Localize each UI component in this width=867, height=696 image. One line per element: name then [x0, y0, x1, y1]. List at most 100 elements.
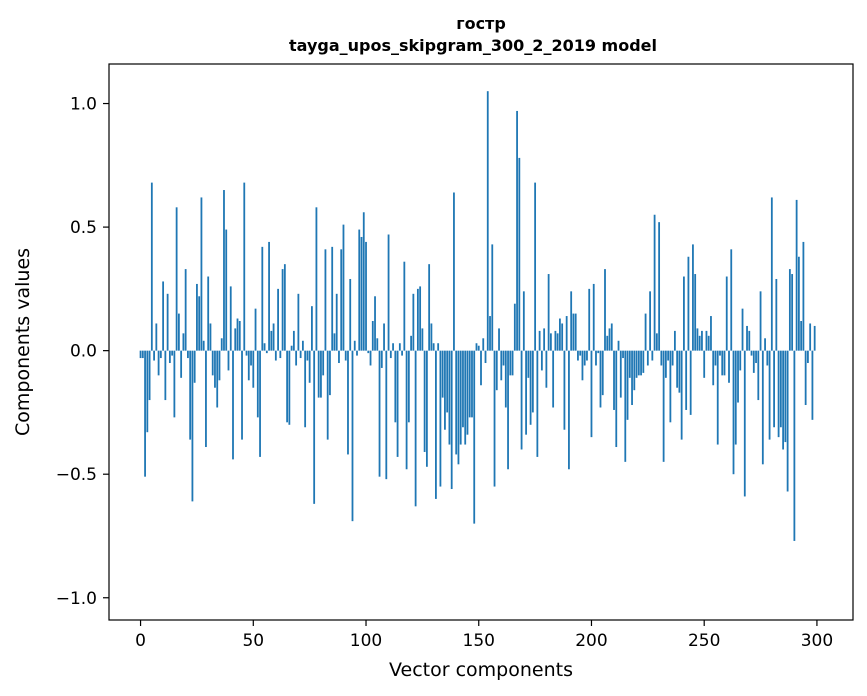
bar-162: [504, 350, 507, 408]
bar-109: [385, 350, 388, 480]
bar-175: [534, 182, 537, 351]
bar-25: [196, 283, 198, 351]
bar-82: [324, 249, 327, 351]
bar-174: [531, 350, 534, 413]
bar-265: [737, 350, 739, 403]
bar-216: [626, 350, 629, 420]
bar-284: [779, 350, 782, 428]
bar-69: [295, 350, 298, 366]
bar-92: [347, 350, 349, 455]
bar-190: [568, 350, 570, 470]
bar-70: [297, 293, 300, 351]
bar-0: [139, 350, 142, 359]
bar-225: [646, 350, 649, 366]
bar-170: [522, 291, 525, 351]
bar-271: [750, 350, 753, 356]
y-axis-ticks: −1.0 −0.5 0.0 0.5 1.0: [56, 95, 109, 609]
bar-77: [313, 350, 316, 504]
bar-202: [595, 350, 597, 366]
bar-283: [777, 350, 780, 438]
bar-213: [619, 350, 622, 398]
bar-135: [444, 350, 446, 430]
bar-280: [770, 197, 773, 351]
bar-126: [423, 350, 426, 452]
bar-168: [518, 157, 521, 351]
bar-78: [315, 207, 318, 351]
bar-238: [676, 350, 679, 388]
bar-110: [387, 234, 390, 351]
bar-163: [507, 350, 509, 470]
bar-91: [344, 350, 347, 361]
bar-140: [455, 350, 458, 455]
bar-241: [683, 276, 685, 351]
y-axis-label: Components values: [12, 248, 34, 436]
bar-228: [653, 214, 656, 351]
bar-39: [227, 350, 230, 371]
bar-277: [764, 338, 766, 351]
bar-249: [701, 330, 703, 351]
bar-298: [811, 350, 814, 420]
x-tick-label: 250: [688, 631, 720, 651]
bar-204: [599, 350, 602, 408]
bar-129: [430, 323, 433, 351]
bar-93: [349, 278, 352, 351]
bar-269: [746, 325, 748, 351]
bar-111: [389, 350, 392, 359]
bar-294: [802, 241, 805, 351]
bar-76: [311, 306, 313, 351]
bar-58: [270, 330, 273, 351]
bar-247: [696, 328, 699, 351]
bar-85: [331, 246, 334, 351]
bar-120: [410, 335, 413, 351]
bar-30: [207, 276, 210, 351]
bar-178: [540, 350, 543, 371]
bar-201: [592, 283, 595, 351]
bar-138: [450, 350, 453, 490]
bar-12: [166, 293, 169, 351]
bar-288: [788, 269, 791, 351]
bar-205: [601, 350, 604, 396]
bar-189: [565, 316, 568, 351]
bar-2: [144, 350, 146, 477]
bar-22: [189, 350, 192, 440]
bar-196: [581, 350, 584, 381]
bar-64: [283, 264, 286, 351]
bar-89: [340, 249, 343, 351]
bar-17: [177, 313, 180, 351]
bar-144: [464, 350, 467, 445]
bar-19: [182, 333, 185, 351]
bar-217: [628, 350, 631, 378]
bar-293: [800, 321, 803, 351]
bar-181: [547, 274, 550, 351]
x-tick-label: 150: [463, 631, 495, 651]
bar-232: [662, 350, 665, 462]
bar-169: [520, 350, 523, 450]
bar-122: [414, 350, 417, 507]
bar-100: [365, 241, 367, 351]
bar-56: [265, 350, 268, 354]
bar-4: [148, 350, 151, 401]
bar-235: [669, 350, 672, 423]
bar-179: [543, 328, 546, 351]
bar-188: [563, 350, 566, 430]
bar-26: [198, 296, 201, 351]
y-tick-label: 0.0: [70, 342, 97, 362]
bar-266: [739, 350, 742, 371]
bar-40: [229, 286, 232, 351]
bar-42: [234, 328, 237, 351]
bar-1: [141, 350, 144, 359]
bar-177: [538, 330, 541, 351]
bar-250: [703, 350, 706, 378]
bar-119: [407, 350, 410, 423]
bar-224: [644, 313, 647, 351]
bar-141: [457, 350, 460, 465]
bar-47: [245, 350, 248, 356]
bar-287: [786, 350, 789, 492]
bar-161: [502, 350, 505, 366]
bar-183: [552, 350, 555, 408]
bar-86: [333, 333, 336, 351]
x-tick-label: 300: [801, 631, 833, 651]
bar-267: [741, 308, 744, 351]
bar-180: [545, 350, 548, 388]
bar-275: [759, 291, 762, 351]
